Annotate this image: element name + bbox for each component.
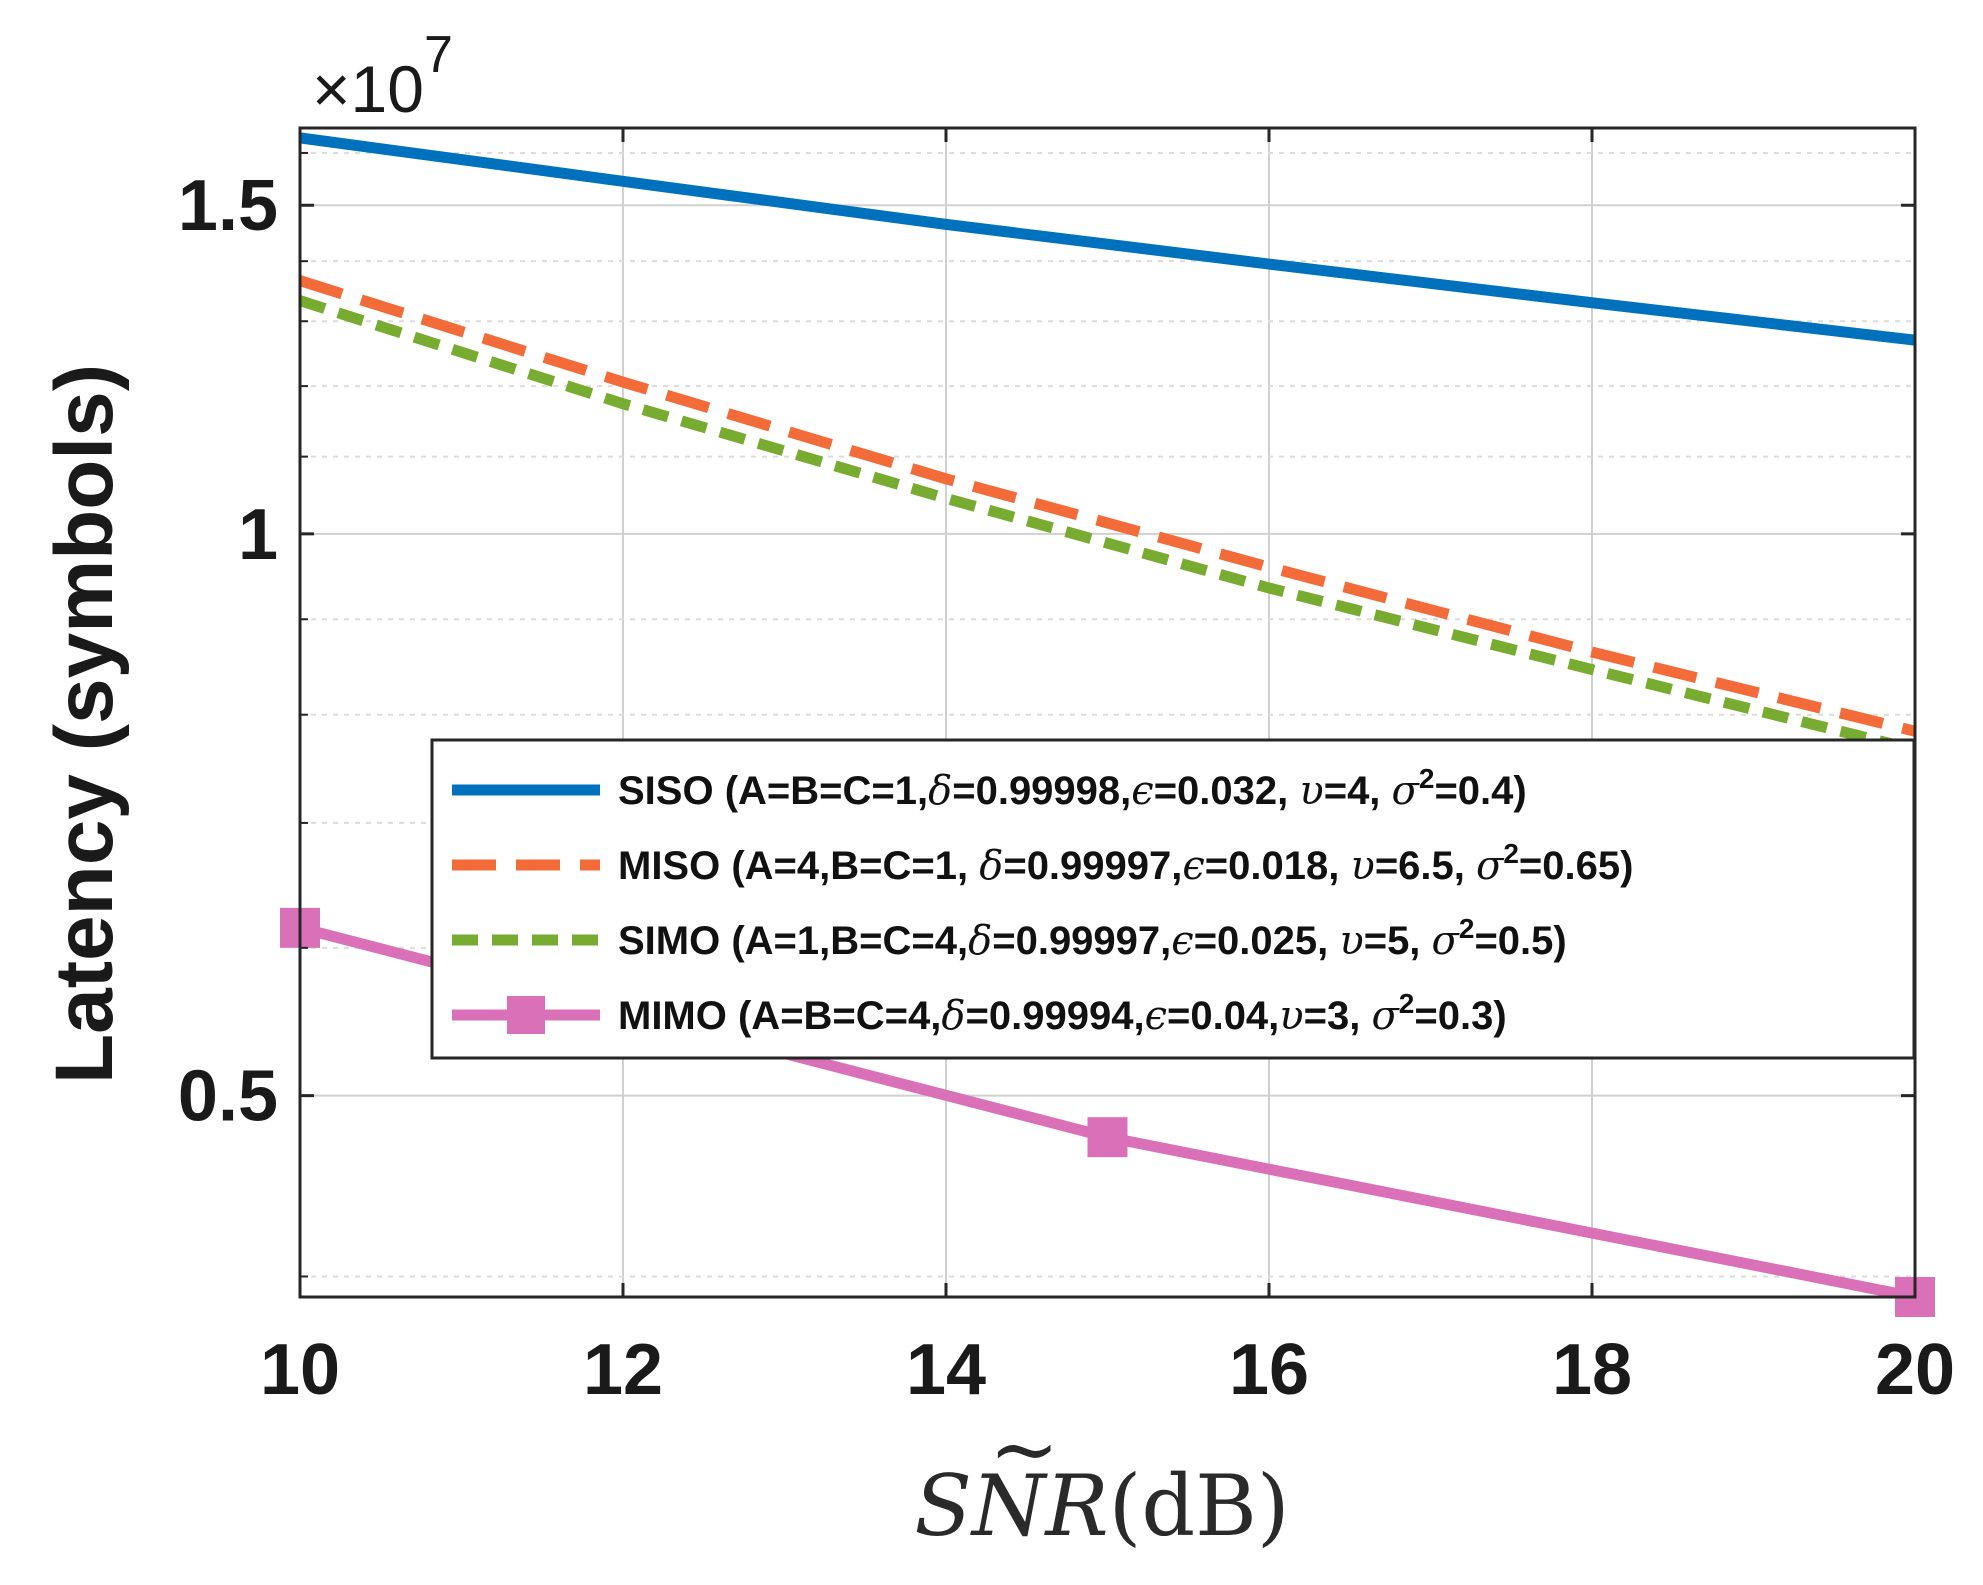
legend-box	[430, 738, 1916, 1060]
tick-marks	[298, 128, 1917, 1297]
series-simo	[298, 295, 1917, 756]
series-miso	[298, 275, 1917, 737]
legend-entry-siso: SISO (A=B=C=1,δ=0.99998,ϵ=0.032, υ=4, σ2…	[452, 763, 1527, 814]
legend-entry-miso: MISO (A=4,B=C=1, δ=0.99997,ϵ=0.018, υ=6.…	[452, 838, 1633, 889]
legend-marker-mimo	[507, 996, 545, 1034]
x-axis-label-tilde: ~	[989, 1400, 1059, 1498]
legend-label-simo: SIMO (A=1,B=C=4,δ=0.99997,ϵ=0.025, υ=5, …	[618, 913, 1567, 964]
y-tick-labels: 0.5 1 1.5	[178, 166, 278, 1136]
y-exponent-power: 7	[424, 26, 453, 84]
marker-mimo	[1087, 1117, 1128, 1158]
x-tick-labels: 10 12 14 16 18 20	[260, 1330, 1955, 1410]
legend-entry-mimo: MIMO (A=B=C=4,δ=0.99994,ϵ=0.04,υ=3, σ2=0…	[452, 988, 1507, 1039]
line-miso	[298, 275, 1917, 737]
x-axis-label: SNR(dB)	[914, 1457, 1289, 1555]
legend-label-miso: MISO (A=4,B=C=1, δ=0.99997,ϵ=0.018, υ=6.…	[618, 838, 1633, 889]
line-siso	[299, 132, 1916, 346]
x-tick-label: 14	[906, 1330, 986, 1410]
series-siso	[299, 132, 1916, 346]
legend: SISO (A=B=C=1,δ=0.99998,ϵ=0.032, υ=4, σ2…	[430, 738, 1916, 1060]
legend-label-siso: SISO (A=B=C=1,δ=0.99998,ϵ=0.032, υ=4, σ2…	[618, 763, 1527, 814]
y-tick-label: 1	[238, 495, 278, 575]
x-tick-label: 20	[1875, 1330, 1955, 1410]
y-axis-label: Latency (symbols)	[39, 364, 130, 1084]
grid-lines	[300, 128, 1915, 1297]
x-tick-label: 10	[260, 1330, 340, 1410]
series-layer	[280, 132, 1935, 1317]
plot-frame	[298, 126, 1917, 1299]
line-simo	[298, 295, 1917, 756]
y-exponent-label: ×107	[312, 26, 453, 126]
y-tick-label: 0.5	[178, 1057, 278, 1137]
y-tick-label: 1.5	[178, 166, 278, 246]
x-tick-label: 16	[1229, 1330, 1309, 1410]
legend-entry-simo: SIMO (A=1,B=C=4,δ=0.99997,ϵ=0.025, υ=5, …	[452, 913, 1567, 964]
x-tick-label: 12	[583, 1330, 663, 1410]
legend-label-mimo: MIMO (A=B=C=4,δ=0.99994,ϵ=0.04,υ=3, σ2=0…	[618, 988, 1507, 1039]
x-tick-label: 18	[1552, 1330, 1632, 1410]
